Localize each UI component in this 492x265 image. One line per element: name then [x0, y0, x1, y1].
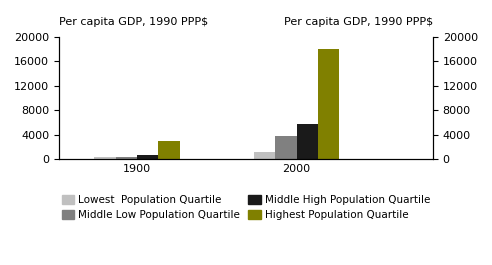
Legend: Lowest  Population Quartile, Middle Low Population Quartile, Middle High Populat: Lowest Population Quartile, Middle Low P… — [58, 191, 434, 224]
Bar — [116, 157, 137, 159]
Bar — [137, 155, 158, 159]
Bar — [254, 152, 275, 159]
Bar — [158, 141, 180, 159]
Bar — [275, 136, 297, 159]
Bar — [297, 124, 318, 159]
Bar — [318, 49, 339, 159]
Text: Per capita GDP, 1990 PPP$: Per capita GDP, 1990 PPP$ — [284, 17, 433, 27]
Text: Per capita GDP, 1990 PPP$: Per capita GDP, 1990 PPP$ — [59, 17, 208, 27]
Bar — [94, 157, 116, 159]
